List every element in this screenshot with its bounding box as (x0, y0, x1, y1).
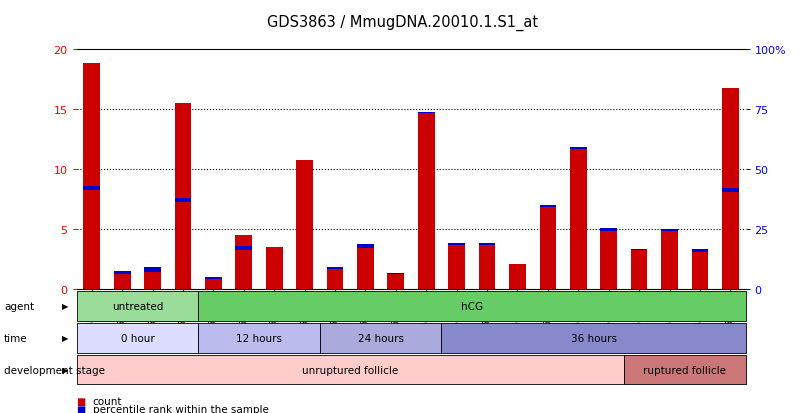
Text: count: count (93, 396, 123, 406)
Text: 36 hours: 36 hours (571, 333, 617, 343)
Bar (235, 246, 252, 250)
Bar (661, 229, 678, 231)
Bar (600, 228, 617, 231)
Text: development stage: development stage (4, 365, 105, 375)
Text: ■: ■ (77, 404, 85, 413)
Bar (600, 228, 617, 289)
Text: time: time (4, 333, 27, 343)
Text: ▶: ▶ (62, 301, 69, 311)
Bar (144, 268, 161, 272)
Bar (539, 205, 556, 289)
Bar (418, 113, 434, 289)
Bar (175, 103, 191, 289)
Bar (722, 189, 739, 193)
Bar (539, 205, 556, 207)
Bar (357, 245, 374, 289)
Bar (83, 186, 100, 190)
Bar (83, 64, 100, 289)
Text: untreated: untreated (112, 301, 163, 311)
Bar (326, 268, 343, 270)
Text: 24 hours: 24 hours (358, 333, 404, 343)
Bar (631, 249, 647, 250)
Bar (570, 148, 587, 289)
Bar (114, 271, 131, 289)
Bar (297, 161, 313, 289)
Bar (205, 277, 222, 279)
Bar (418, 113, 434, 114)
Text: GDS3863 / MmugDNA.20010.1.S1_at: GDS3863 / MmugDNA.20010.1.S1_at (268, 14, 538, 31)
Bar (205, 277, 222, 289)
Bar (235, 235, 252, 289)
Bar (509, 264, 526, 289)
Bar (114, 271, 131, 274)
Text: hCG: hCG (461, 301, 483, 311)
Bar (692, 249, 708, 253)
Text: ▶: ▶ (62, 333, 69, 342)
Bar (722, 89, 739, 289)
Bar (448, 244, 465, 289)
Text: 12 hours: 12 hours (236, 333, 282, 343)
Text: percentile rank within the sample: percentile rank within the sample (93, 404, 268, 413)
Bar (175, 198, 191, 202)
Bar (388, 273, 405, 289)
Text: ruptured follicle: ruptured follicle (643, 365, 726, 375)
Text: 0 hour: 0 hour (121, 333, 154, 343)
Bar (479, 244, 496, 289)
Bar (266, 247, 283, 289)
Bar (479, 244, 496, 246)
Text: ■: ■ (77, 396, 85, 406)
Bar (692, 249, 708, 289)
Bar (448, 244, 465, 246)
Bar (388, 273, 405, 274)
Text: agent: agent (4, 301, 34, 311)
Bar (661, 229, 678, 289)
Text: unruptured follicle: unruptured follicle (302, 365, 398, 375)
Bar (570, 148, 587, 150)
Bar (144, 268, 161, 289)
Bar (326, 268, 343, 289)
Bar (357, 245, 374, 248)
Text: ▶: ▶ (62, 365, 69, 374)
Bar (631, 249, 647, 289)
